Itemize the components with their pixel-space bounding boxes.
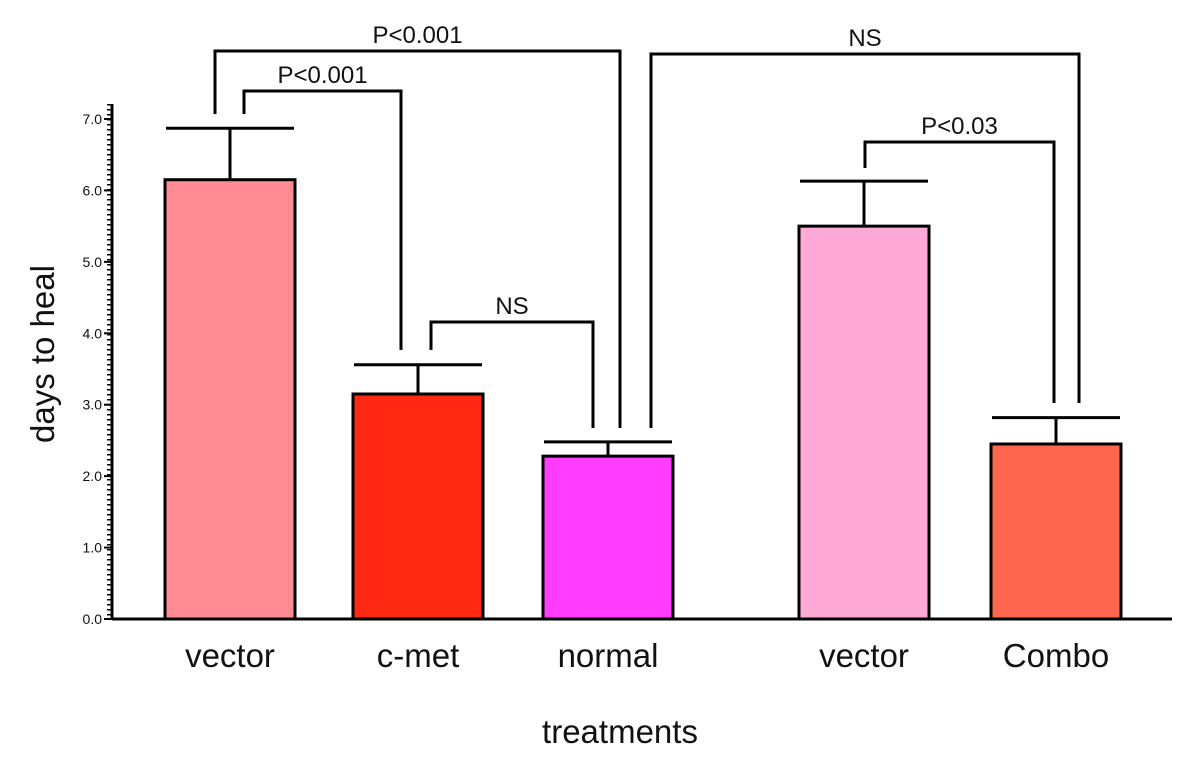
y-tick-label: 7.0 [83,111,103,127]
y-tick-label: 5.0 [83,254,103,270]
category-label: c-met [377,637,460,674]
significance-label: P<0.001 [277,62,367,89]
significance-label: NS [848,25,881,52]
y-tick-label: 0.0 [83,611,103,627]
significance-bracket [429,320,595,428]
y-tick-label: 1.0 [83,540,103,556]
category-labels-layer: vector c-met normal vector Combo [185,637,1109,674]
y-tick-label: 3.0 [83,397,103,413]
y-tick-label: 4.0 [83,325,103,341]
bar-2 [541,454,675,621]
category-label: vector [185,637,275,674]
bar-1 [351,392,485,621]
bar-0 [163,178,297,621]
significance-bracket [649,52,1081,428]
y-axis-title: days to heal [24,265,61,443]
category-label: vector [819,637,909,674]
significance-label: P<0.03 [921,113,998,140]
significance-label: NS [495,293,528,320]
significance-label: P<0.001 [372,22,462,49]
significance-bracket [213,49,622,428]
error-bars-layer [166,126,1120,457]
significance-bracket [863,140,1056,403]
bar-4 [989,442,1123,621]
y-tick-label: 2.0 [83,468,103,484]
bars-layer [163,178,1123,621]
category-label: normal [558,637,659,674]
y-ticks-layer: 0.0 1.0 2.0 3.0 4.0 5.0 6.0 7.0 [83,111,112,627]
category-label: Combo [1003,637,1109,674]
x-axis-title: treatments [542,713,698,750]
significance-bracket [242,89,403,350]
y-tick-label: 6.0 [83,182,103,198]
bar-3 [797,224,931,621]
